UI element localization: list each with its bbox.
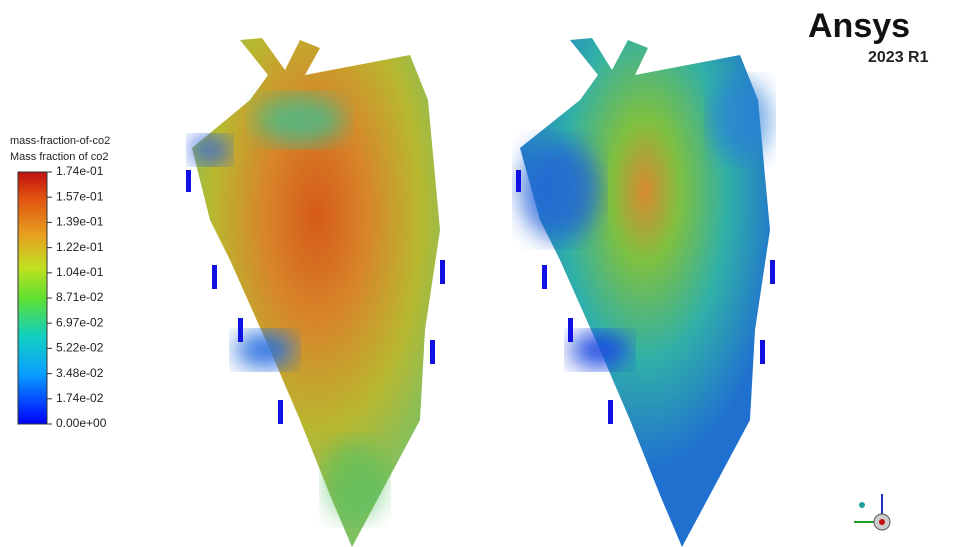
colorbar-labels: 1.74e-01 1.57e-01 1.39e-01 1.22e-01 1.04e-01… [47,164,107,430]
colorbar-label: 1.39e-01 [56,215,104,229]
colorbar-label: 1.04e-01 [56,265,104,279]
colorbar-label: 1.74e-02 [56,391,104,405]
contour-right [520,38,770,547]
contour-left [190,38,440,547]
axis-triad [854,494,890,530]
colorbar-label: 5.22e-02 [56,341,104,355]
colorbar-label: 8.71e-02 [56,290,104,304]
colorbar-label: 1.74e-01 [56,164,104,178]
legend-subtitle: Mass fraction of co2 [10,151,108,163]
viewport: mass-fraction-of-co2 Mass fraction of co… [0,0,954,547]
legend-title: mass-fraction-of-co2 [10,135,110,147]
colorbar-label: 6.97e-02 [56,315,104,329]
logo-version: 2023 R1 [868,49,929,66]
colorbar-label: 0.00e+00 [56,416,107,430]
logo-brand: Ansys [808,7,910,45]
colorbar-label: 3.48e-02 [56,366,104,380]
colorbar [18,172,47,424]
colorbar-label: 1.22e-01 [56,240,104,254]
graphics-window: mass-fraction-of-co2 Mass fraction of co… [0,0,954,547]
colorbar-label: 1.57e-01 [56,189,104,203]
